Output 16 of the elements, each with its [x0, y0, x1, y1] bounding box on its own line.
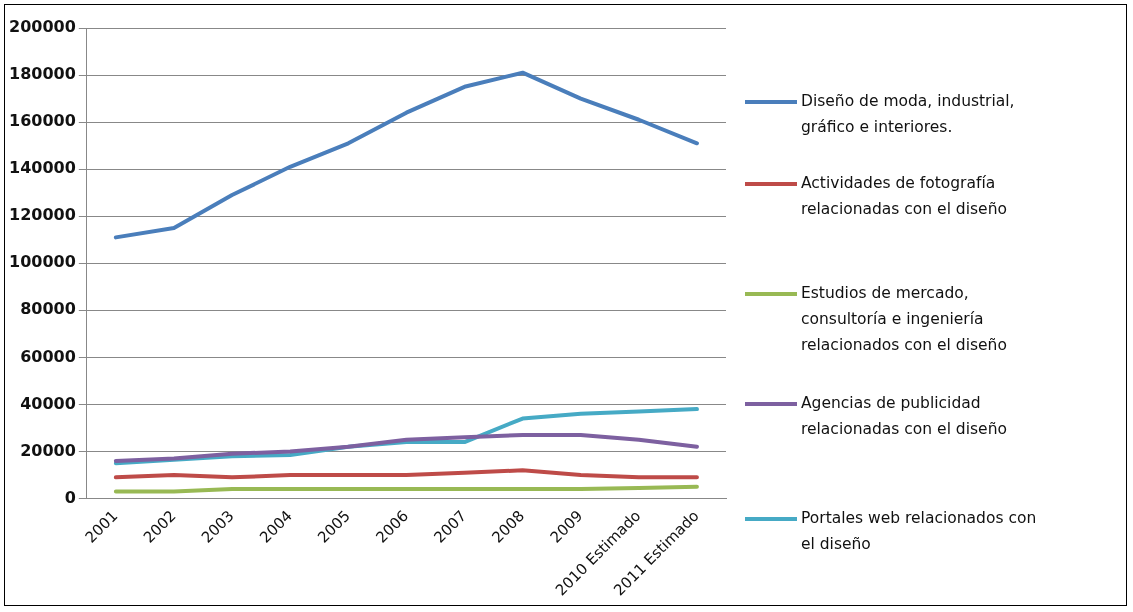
y-tick-label: 40000 [20, 393, 76, 413]
legend-label: Diseño de moda, industrial, gráfico e interiores. [801, 91, 1016, 138]
legend-label: Portales web relacionados con el diseño [801, 508, 1038, 555]
y-tick-label: 180000 [9, 64, 76, 84]
y-tick-label: 140000 [9, 158, 76, 178]
y-tick-label: 0 [64, 487, 76, 507]
y-tick-label: 160000 [9, 111, 76, 131]
legend-label: Agencias de publicidad relacionadas con el diseño [801, 393, 1008, 440]
y-tick-label: 120000 [9, 205, 76, 225]
y-tick-label: 60000 [20, 346, 76, 366]
legend-label: Actividades de fotografía relacionadas con el diseño [801, 173, 1008, 220]
y-tick-label: 80000 [20, 299, 76, 319]
y-tick-label: 200000 [9, 17, 76, 37]
legend-label: Estudios de mercado, consultoría e ingeniería relacionados con el diseño [801, 283, 1008, 356]
y-tick-label: 100000 [9, 252, 76, 272]
y-tick-label: 20000 [20, 440, 76, 460]
